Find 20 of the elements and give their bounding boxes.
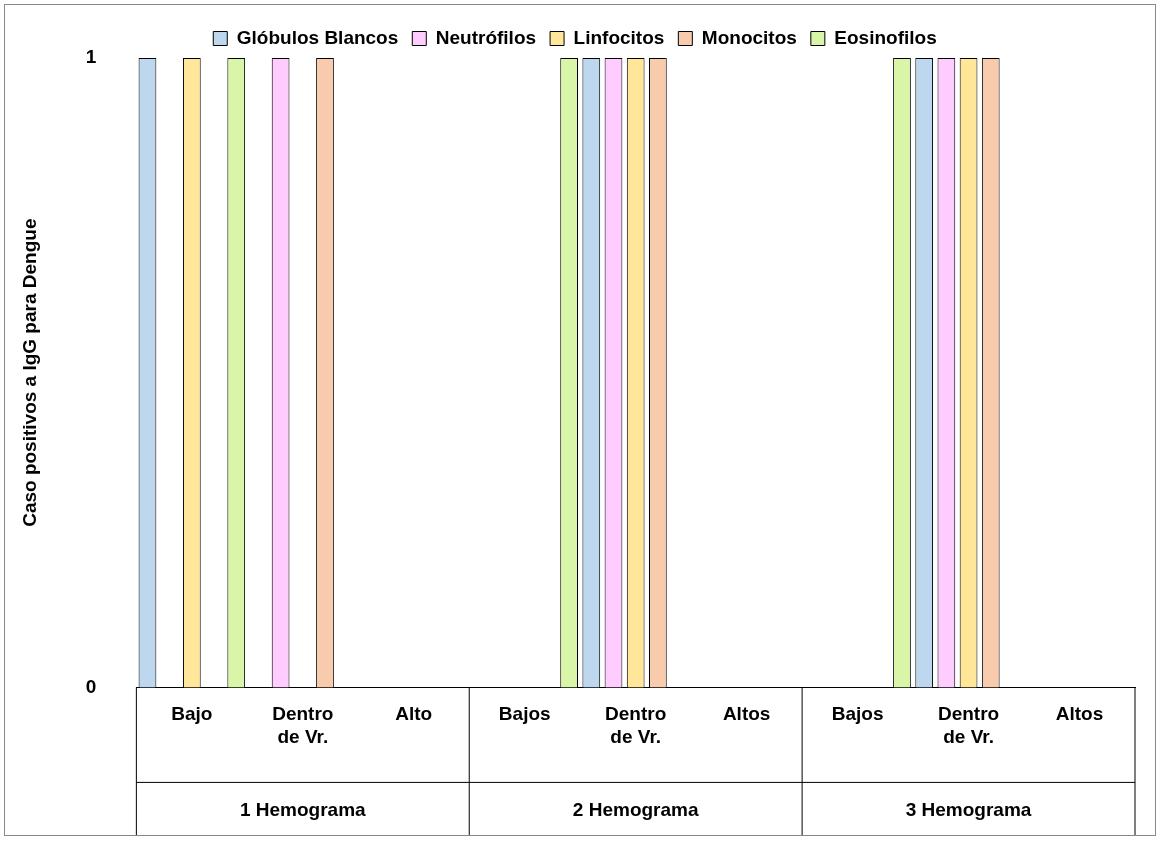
- y-tick-label: 1: [85, 46, 97, 68]
- legend-label: Monocitos: [701, 26, 797, 48]
- x-tick-label: Bajos: [498, 703, 551, 725]
- legend-label: Glóbulos Blancos: [236, 26, 399, 48]
- x-tick-label: Dentro de Vr.: [605, 703, 667, 747]
- legend-label: Linfocitos: [573, 26, 665, 48]
- y-tick-label: 0: [85, 675, 97, 697]
- x-tick-label: Dentro de Vr.: [937, 703, 1000, 747]
- y-axis-title: Caso positivos a IgG para Dengue: [18, 218, 40, 527]
- text: 2 Hemograma: [572, 798, 699, 820]
- x-tick-label: Bajo: [171, 703, 213, 725]
- x-tick-label: Altos: [722, 703, 771, 725]
- x-tick-label: Alto: [395, 703, 433, 725]
- x-tick-label: Dentro de Vr.: [272, 703, 334, 747]
- text: 1 Hemograma: [239, 798, 367, 820]
- x-tick-label: Altos: [1055, 703, 1104, 725]
- x-tick-label: Bajos: [831, 703, 884, 725]
- legend-label: Eosinofilos: [834, 26, 937, 48]
- legend-label: Neutrófilos: [435, 26, 537, 48]
- text: 3 Hemograma: [905, 798, 1032, 820]
